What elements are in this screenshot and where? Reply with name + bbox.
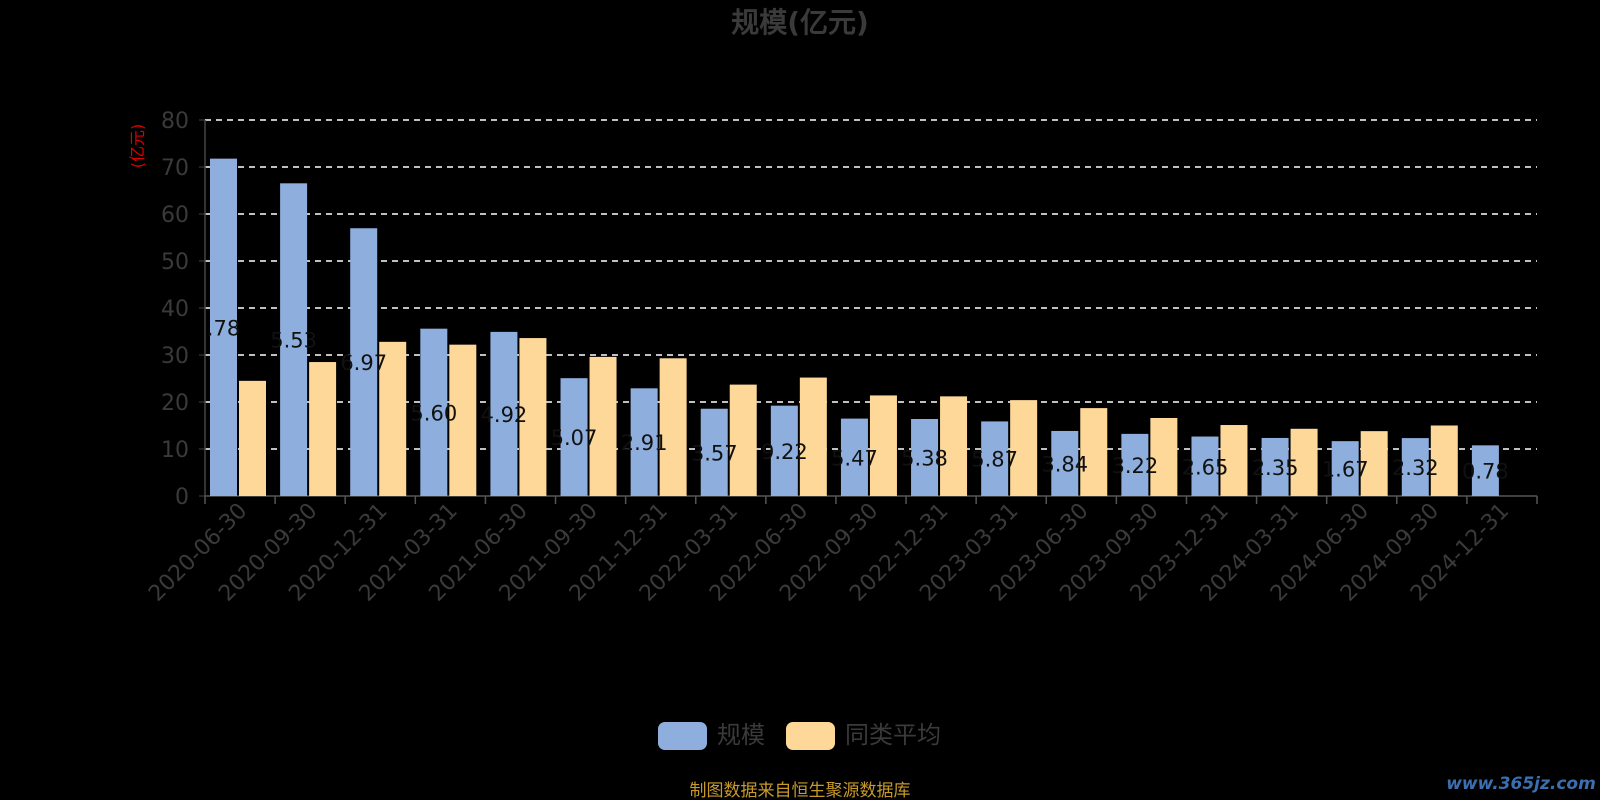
bar-data-label: 2.35 [1252, 456, 1299, 480]
chart-title: 规模(亿元) [731, 6, 869, 39]
legend-item-scale[interactable]: 规模 [658, 721, 765, 750]
bar-scale [210, 158, 237, 496]
bar-scale [1191, 436, 1219, 496]
bar-peer-average [1430, 425, 1458, 496]
bar-data-label: 3.84 [1041, 452, 1088, 476]
bar-data-label: 5.53 [270, 329, 317, 353]
bar-peer-average [1290, 428, 1318, 496]
bar-data-label: 2.91 [621, 431, 668, 455]
bar-scale [280, 183, 308, 496]
bar-data-label: 5.47 [831, 446, 878, 470]
bar-data-label: 6.97 [340, 351, 387, 375]
bar-scale [350, 228, 378, 496]
bar-data-label: .78 [207, 316, 240, 340]
y-tick-label: 60 [161, 203, 189, 228]
legend-swatch [786, 722, 835, 750]
bar-data-label: 5.38 [901, 447, 948, 471]
y-tick-label: 10 [161, 438, 189, 463]
bar-scale [911, 419, 939, 496]
bar-data-label: 0.78 [1462, 460, 1509, 484]
bar-scale [420, 328, 448, 496]
y-tick-label: 0 [175, 485, 189, 510]
legend-label: 规模 [717, 721, 765, 749]
data-labels: .78 5.53 6.97 5.60 4.92 5.07 2.91 3.57 9.22 5.47 5… [207, 316, 1509, 483]
bar-peer-average [729, 384, 757, 496]
legend-label: 同类平均 [845, 721, 941, 749]
watermark: www.365jz.com [1446, 774, 1596, 794]
bar-scale [1331, 441, 1359, 496]
bar-peer-average [449, 344, 477, 496]
bar-peer-average [519, 338, 547, 496]
bar-scale [1471, 445, 1499, 496]
y-tick-label: 20 [161, 391, 189, 416]
bar-peer-average [309, 362, 337, 496]
bar-scale [560, 378, 588, 496]
legend-item-peer-average[interactable]: 同类平均 [786, 721, 941, 750]
bar-scale [840, 418, 868, 496]
y-tick-label: 50 [161, 250, 189, 275]
bars [210, 158, 1499, 496]
bar-peer-average [1010, 400, 1038, 496]
y-tick-label: 70 [161, 156, 189, 181]
y-axis-label: (亿元) [128, 124, 147, 169]
bar-peer-average [1080, 408, 1108, 496]
bar-scale [630, 388, 658, 496]
bar-scale [1401, 438, 1429, 496]
y-tick-label: 80 [161, 109, 189, 134]
bar-peer-average [1150, 417, 1178, 496]
bar-peer-average [659, 358, 687, 496]
bar-scale [1121, 433, 1149, 496]
bar-data-label: 5.07 [551, 426, 598, 450]
y-tick-label: 40 [161, 297, 189, 322]
bar-scale [490, 331, 518, 496]
bar-data-label: 2.65 [1182, 455, 1229, 479]
x-tick-labels: 2020-06-302020-09-302020-12-312021-03-31… [144, 499, 1514, 607]
bar-peer-average [239, 380, 266, 496]
bar-peer-average [940, 396, 968, 496]
bar-scale [700, 408, 728, 496]
bar-scale [770, 405, 798, 496]
bar-data-label: 1.67 [1322, 458, 1369, 482]
bar-scale [981, 421, 1009, 496]
bar-data-label: 5.60 [410, 401, 457, 425]
source-note: 制图数据来自恒生聚源数据库 [690, 781, 911, 800]
bar-peer-average [1220, 425, 1248, 496]
y-tick-labels: 0 10 20 30 40 50 60 70 80 [161, 109, 189, 510]
legend-swatch [658, 722, 707, 750]
bar-peer-average [799, 377, 827, 496]
bar-scale [1261, 437, 1289, 496]
bar-scale [1051, 430, 1079, 496]
bar-data-label: 4.92 [481, 403, 528, 427]
bar-peer-average [1360, 431, 1388, 496]
y-tick-label: 30 [161, 344, 189, 369]
bar-data-label: 9.22 [761, 440, 808, 464]
bar-peer-average [869, 395, 897, 496]
bar-peer-average [379, 341, 407, 496]
bar-peer-average [589, 356, 617, 496]
bar-data-label: 3.57 [691, 441, 738, 465]
bar-data-label: 2.32 [1392, 456, 1439, 480]
legend[interactable]: 规模 同类平均 [658, 721, 941, 750]
bar-data-label: 3.22 [1111, 454, 1158, 478]
bar-data-label: 5.87 [971, 448, 1018, 472]
